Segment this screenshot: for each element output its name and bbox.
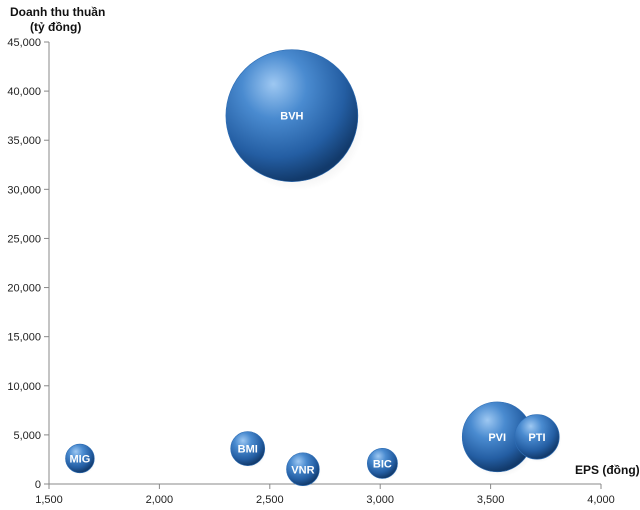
- y-tick-label: 10,000: [7, 381, 41, 393]
- bubble-point: [286, 452, 320, 486]
- bubble-bvh: BVH: [225, 49, 365, 191]
- bubble-bmi: BMI: [230, 431, 267, 469]
- axes: 0 5,000 10,000 15,000 20,000 25,000 30,000 35,0…: [7, 37, 614, 506]
- bubble-point: [367, 447, 398, 479]
- bubbles: MIG BMI VNR BVH BIC PVI PTI: [65, 49, 562, 488]
- bubble-mig: MIG: [65, 443, 96, 475]
- y-tick-label: 5,000: [13, 430, 41, 442]
- y-tick-label: 0: [35, 479, 41, 491]
- y-axis-title-line2: (tỷ đồng): [30, 20, 81, 34]
- bubble-label: BVH: [280, 111, 303, 123]
- y-axis-title-line1: Doanh thu thuần: [10, 5, 105, 19]
- bubble-bic: BIC: [367, 447, 400, 481]
- bubble-label: BIC: [373, 458, 392, 470]
- y-tick-label: 35,000: [7, 135, 41, 147]
- bubble-label: VNR: [291, 464, 314, 476]
- x-tick-label: 3,500: [477, 494, 505, 506]
- y-tick-label: 25,000: [7, 233, 41, 245]
- bubble-label: PTI: [528, 432, 545, 444]
- y-tick-label: 40,000: [7, 86, 41, 98]
- y-tick-label: 45,000: [7, 37, 41, 49]
- bubble-label: MIG: [70, 453, 91, 465]
- bubble-point: [230, 431, 266, 466]
- x-axis-title: EPS (đồng): [575, 463, 640, 477]
- bubble-label: PVI: [488, 432, 506, 444]
- x-tick-label: 4,000: [587, 494, 615, 506]
- bubble-point: [514, 414, 560, 460]
- bubble-vnr: VNR: [286, 452, 321, 488]
- x-tick-label: 1,500: [35, 494, 63, 506]
- bubble-label: BMI: [238, 444, 258, 456]
- y-tick-label: 30,000: [7, 184, 41, 196]
- bubble-point: [65, 443, 95, 474]
- x-tick-label: 2,000: [146, 494, 174, 506]
- x-tick-label: 3,000: [366, 494, 394, 506]
- y-tick-label: 20,000: [7, 283, 41, 295]
- x-tick-label: 2,500: [256, 494, 284, 506]
- bubble-pvi: PVI: [461, 401, 536, 477]
- bubble-pti: PTI: [514, 414, 562, 463]
- bubble-point: [225, 49, 359, 182]
- y-tick-label: 15,000: [7, 332, 41, 344]
